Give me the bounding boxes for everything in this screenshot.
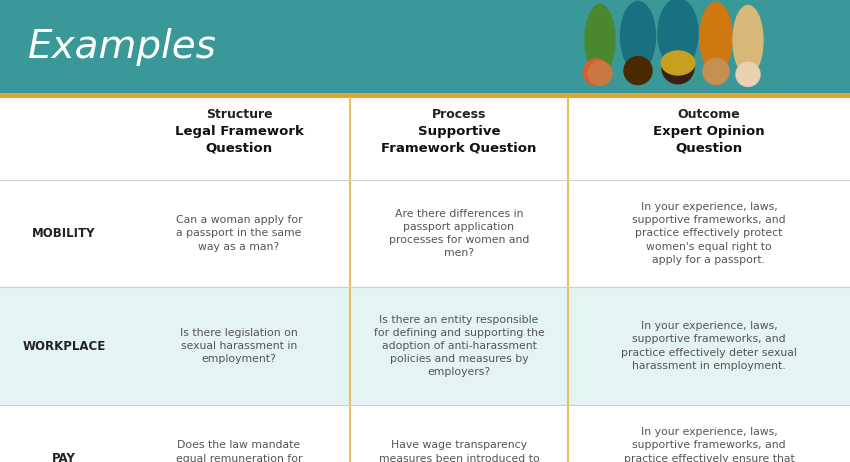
Text: In your experience, laws,
supportive frameworks, and
practice effectively deter : In your experience, laws, supportive fra… — [621, 321, 797, 371]
Text: Legal Framework
Question: Legal Framework Question — [174, 125, 303, 155]
Text: Have wage transparency
measures been introduced to
address the pay gap?: Have wage transparency measures been int… — [378, 440, 540, 462]
Text: In your experience, laws,
supportive frameworks, and
practice effectively ensure: In your experience, laws, supportive fra… — [617, 427, 801, 462]
Ellipse shape — [620, 1, 655, 71]
Circle shape — [624, 56, 652, 85]
Ellipse shape — [661, 51, 694, 75]
Text: Is there an entity responsible
for defining and supporting the
adoption of anti-: Is there an entity responsible for defin… — [374, 315, 544, 377]
Ellipse shape — [585, 5, 615, 74]
Circle shape — [703, 59, 729, 85]
Bar — [0, 405, 850, 462]
Text: Examples: Examples — [28, 28, 217, 66]
Bar — [0, 180, 850, 287]
Text: MOBILITY: MOBILITY — [32, 227, 96, 240]
Text: PAY: PAY — [52, 452, 76, 462]
Text: Process: Process — [432, 108, 486, 121]
Bar — [0, 287, 850, 405]
Bar — [0, 0, 850, 93]
Text: Expert Opinion
Question: Expert Opinion Question — [653, 125, 765, 155]
Ellipse shape — [700, 2, 732, 72]
Text: Structure: Structure — [206, 108, 272, 121]
Ellipse shape — [733, 6, 763, 75]
Text: Does the law mandate
equal remuneration for
work of equal value?: Does the law mandate equal remuneration … — [176, 440, 303, 462]
Bar — [0, 98, 850, 180]
Text: Are there differences in
passport application
processes for women and
men?: Are there differences in passport applic… — [388, 209, 530, 258]
Ellipse shape — [583, 59, 609, 85]
Text: Can a woman apply for
a passport in the same
way as a man?: Can a woman apply for a passport in the … — [176, 215, 303, 252]
Text: In your experience, laws,
supportive frameworks, and
practice effectively protec: In your experience, laws, supportive fra… — [632, 202, 785, 265]
Text: Supportive
Framework Question: Supportive Framework Question — [382, 125, 536, 155]
Circle shape — [662, 52, 694, 84]
Circle shape — [736, 62, 760, 86]
Bar — [0, 93, 850, 98]
Ellipse shape — [658, 0, 698, 68]
Circle shape — [588, 61, 612, 85]
Text: Outcome: Outcome — [677, 108, 740, 121]
Text: WORKPLACE: WORKPLACE — [22, 340, 105, 353]
Text: Is there legislation on
sexual harassment in
employment?: Is there legislation on sexual harassmen… — [180, 328, 298, 364]
